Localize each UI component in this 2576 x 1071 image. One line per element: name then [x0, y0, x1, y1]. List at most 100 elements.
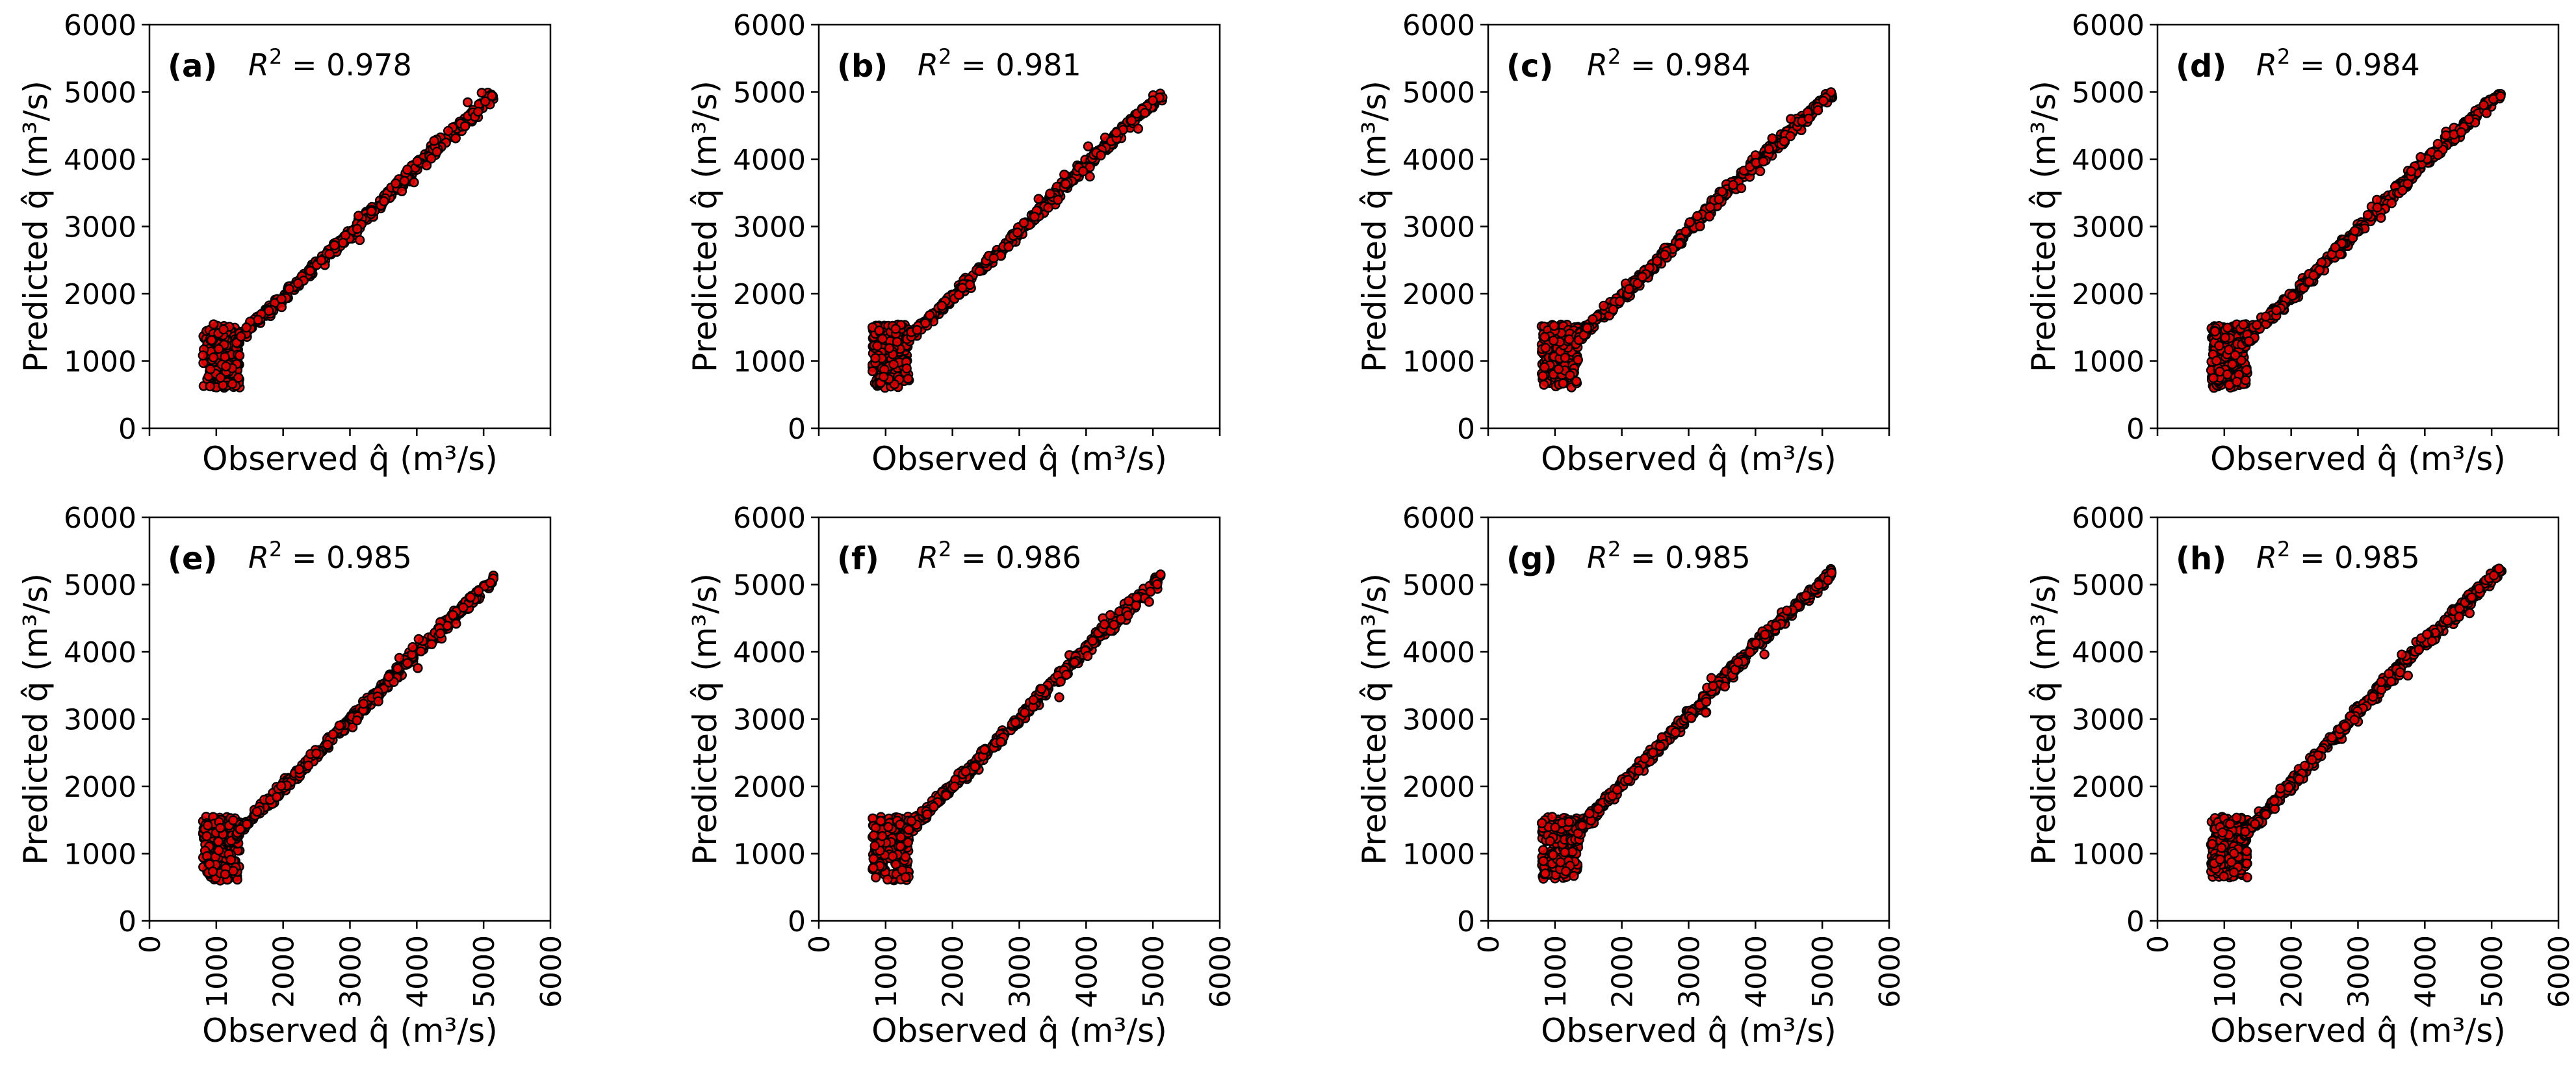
data-point: [1560, 352, 1571, 363]
data-point: [1045, 188, 1055, 199]
data-point: [1812, 105, 1823, 116]
data-point: [220, 869, 231, 880]
x-tick-label: 3000: [1004, 935, 1037, 1008]
data-point: [2222, 322, 2233, 333]
x-tick-label: 2000: [1606, 935, 1640, 1008]
data-point: [201, 831, 212, 842]
data-point: [1728, 179, 1738, 190]
y-tick-label: 3000: [733, 704, 806, 737]
y-tick-label: 6000: [733, 9, 806, 42]
x-tick-label: 1000: [870, 935, 903, 1008]
r2-symbol: R: [918, 540, 938, 575]
data-point: [1608, 304, 1619, 315]
data-point: [2287, 290, 2298, 301]
x-tick-label: 3000: [335, 935, 368, 1008]
r2-symbol: R: [2256, 47, 2277, 83]
data-point: [957, 283, 968, 293]
data-point: [1803, 113, 1814, 124]
data-point: [485, 578, 496, 588]
y-tick-label: 2000: [733, 771, 806, 804]
y-tick-label: 0: [1457, 413, 1475, 446]
data-point: [870, 353, 881, 363]
data-point: [294, 764, 305, 775]
data-point: [1695, 221, 1705, 231]
y-tick-label: 3000: [64, 211, 136, 244]
data-point: [354, 211, 364, 221]
data-point: [900, 851, 911, 862]
data-point: [373, 696, 383, 706]
data-point: [901, 363, 912, 374]
data-point: [383, 671, 394, 682]
data-point: [1647, 747, 1658, 758]
data-point: [1152, 579, 1163, 589]
r2-value: = 0.981: [951, 47, 1081, 83]
x-axis-label: Observed q̂ (m³/s): [1541, 1012, 1836, 1050]
data-point: [1018, 218, 1029, 228]
data-point: [431, 146, 442, 157]
data-point: [1540, 868, 1551, 879]
y-tick-label: 5000: [733, 77, 806, 110]
data-point: [1560, 866, 1571, 877]
data-point: [941, 790, 951, 801]
data-point: [284, 284, 294, 294]
data-point: [949, 781, 960, 792]
data-point: [1145, 586, 1156, 597]
data-point: [1122, 610, 1133, 621]
data-point: [1029, 211, 1040, 222]
x-tick-label: 4000: [1740, 935, 1773, 1008]
x-axis-label: Observed q̂ (m³/s): [871, 440, 1167, 478]
data-point: [1131, 592, 1142, 602]
data-point: [352, 224, 363, 234]
y-axis-label: Predicted q̂ (m³/s): [17, 573, 55, 865]
data-point: [1670, 727, 1681, 738]
scatter-series: [198, 87, 498, 393]
data-point: [1732, 657, 1744, 667]
data-point: [1701, 697, 1712, 707]
data-point: [1148, 95, 1158, 106]
data-point: [1736, 183, 1747, 194]
data-point: [988, 253, 999, 263]
x-axis-label: Observed q̂ (m³/s): [1541, 440, 1836, 478]
r2-superscript: 2: [269, 44, 282, 69]
data-point: [215, 372, 225, 383]
data-point: [396, 186, 407, 196]
data-point: [203, 820, 213, 831]
data-point: [1558, 378, 1568, 389]
y-tick-label: 6000: [1402, 9, 1475, 42]
y-tick-label: 6000: [733, 502, 806, 535]
data-point: [1096, 150, 1106, 161]
y-axis-label: Predicted q̂ (m³/s): [2025, 81, 2063, 372]
x-tick-label: 5000: [1137, 935, 1170, 1008]
panel-label: (b): [837, 48, 888, 84]
r2-superscript: 2: [938, 44, 951, 69]
data-point: [338, 237, 348, 248]
data-point: [1655, 741, 1666, 751]
x-tick-label: 0: [134, 935, 167, 953]
data-point: [480, 96, 491, 107]
data-point: [869, 840, 880, 851]
r2-value: = 0.985: [1621, 540, 1750, 575]
data-point: [1133, 123, 1144, 134]
data-point: [421, 160, 432, 171]
data-point: [1553, 364, 1564, 374]
r2-symbol: R: [918, 47, 938, 83]
data-point: [1745, 647, 1755, 658]
data-point: [1085, 172, 1095, 182]
y-tick-label: 0: [2126, 413, 2145, 446]
data-point: [352, 715, 362, 726]
data-point: [413, 663, 423, 673]
y-tick-label: 4000: [733, 144, 806, 177]
data-point: [426, 639, 437, 649]
data-point: [1782, 605, 1792, 616]
data-point: [473, 586, 484, 596]
x-tick-label: 1000: [1539, 935, 1573, 1008]
x-tick-label: 6000: [1874, 935, 1907, 1008]
panel-label: (a): [168, 48, 217, 84]
r2-superscript: 2: [1608, 44, 1621, 69]
data-point: [459, 121, 470, 131]
data-point: [883, 821, 894, 832]
y-axis-label: Predicted q̂ (m³/s): [17, 81, 55, 372]
panel-label: (e): [168, 541, 217, 577]
data-point: [888, 359, 899, 370]
data-point: [1560, 847, 1570, 858]
